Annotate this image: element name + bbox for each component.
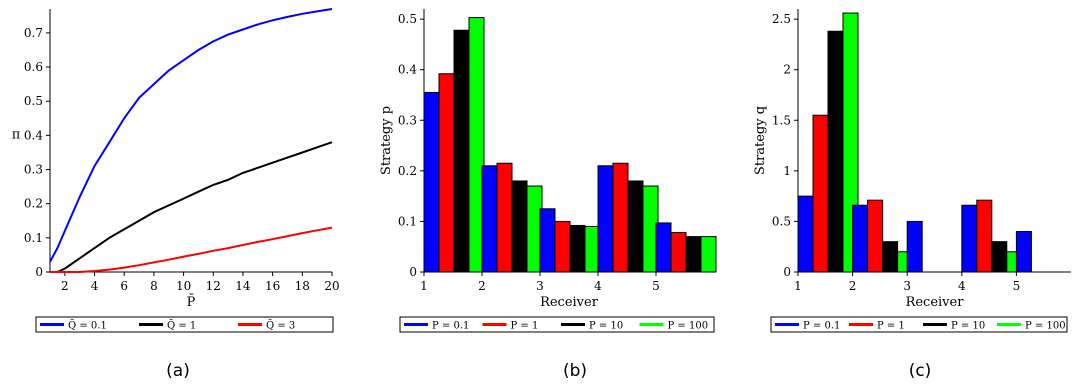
y-axis-label: π <box>12 128 21 143</box>
bar <box>1015 231 1032 273</box>
legend-label: P = 0.1 <box>803 321 840 332</box>
y-tick-label: 0.2 <box>24 197 43 211</box>
panel-caption: (b) <box>563 361 587 381</box>
bar <box>882 241 899 273</box>
y-tick-label: 1 <box>783 164 791 178</box>
bar <box>569 224 586 273</box>
x-axis-label: Receiver <box>906 295 965 310</box>
panel-b: 0 0.1 0.2 0.3 0.4 0.5 1 2 3 4 5 Receiver Strategy p P… <box>379 9 717 381</box>
x-tick-label: 20 <box>324 279 339 293</box>
legend-label: P = 1 <box>511 321 539 332</box>
x-axis-label: P̄ <box>187 294 196 310</box>
bar <box>468 17 485 273</box>
bar <box>554 220 571 273</box>
x-tick-label: 8 <box>150 279 158 293</box>
bar <box>612 162 629 273</box>
bar <box>453 29 470 273</box>
bar <box>700 236 717 273</box>
x-tick-label: 3 <box>903 279 911 293</box>
y-tick-label: 0.4 <box>398 63 417 77</box>
bar <box>867 199 884 273</box>
bar <box>511 180 528 273</box>
legend-box <box>770 316 1068 333</box>
bar <box>961 204 978 273</box>
x-tick-label: 3 <box>536 279 544 293</box>
legend-box <box>399 316 715 333</box>
series-line-1 <box>50 141 333 273</box>
bar <box>496 162 513 273</box>
bar <box>438 73 455 273</box>
legend-box <box>35 316 334 333</box>
series-line-0 <box>49 8 333 263</box>
x-tick-label: 4 <box>958 279 966 293</box>
series-line-2 <box>50 226 333 273</box>
bar <box>670 232 687 273</box>
bar <box>685 236 702 273</box>
y-tick-label: 0.1 <box>24 231 43 245</box>
legend-label: Q̄ = 3 <box>266 320 295 332</box>
y-tick-label: 2 <box>783 63 791 77</box>
y-tick-label: 0.1 <box>398 214 417 228</box>
legend-label: P = 10 <box>951 321 985 332</box>
panel-caption: (a) <box>166 361 190 381</box>
x-tick-label: 2 <box>61 279 69 293</box>
panel-c: 0 0.5 1 1.5 2 2.5 1 2 3 4 5 Receiver Strategy q P = 0… <box>753 9 1071 381</box>
x-tick-label: 4 <box>594 279 602 293</box>
bar <box>827 30 844 273</box>
y-tick-label: 0.7 <box>24 26 43 40</box>
bar <box>906 220 923 273</box>
legend-label: Q̄ = 1 <box>167 320 196 332</box>
x-tick-label: 5 <box>1013 279 1021 293</box>
bar <box>539 208 556 273</box>
y-tick-label: 0 <box>409 265 417 279</box>
x-axis-label: Receiver <box>540 295 599 310</box>
x-tick-label: 4 <box>91 279 99 293</box>
bar <box>423 91 440 273</box>
x-tick-label: 1 <box>420 279 428 293</box>
y-tick-label: 1.5 <box>772 113 791 127</box>
x-tick-label: 6 <box>120 279 128 293</box>
x-tick-label: 10 <box>176 279 191 293</box>
x-tick-label: 12 <box>206 279 221 293</box>
legend-label: P = 1 <box>877 321 905 332</box>
x-tick-label: 2 <box>849 279 857 293</box>
panel-a: 0 0.1 0.2 0.3 0.4 0.5 0.6 0.7 2 4 6 8 10 12 14 16 18 20 P̄… <box>12 8 340 381</box>
bar <box>627 180 644 273</box>
y-tick-label: 0.3 <box>24 163 43 177</box>
x-tick-label: 1 <box>794 279 802 293</box>
y-tick-label: 0.5 <box>772 214 791 228</box>
panel-caption: (c) <box>909 361 932 381</box>
legend-label: P = 100 <box>1025 321 1066 332</box>
x-tick-label: 2 <box>478 279 486 293</box>
y-tick-label: 0 <box>783 265 791 279</box>
y-tick-label: 0.4 <box>24 128 43 142</box>
legend-label: P = 10 <box>589 321 623 332</box>
bar <box>481 165 498 273</box>
y-tick-label: 0.5 <box>398 12 417 26</box>
bar <box>852 204 869 273</box>
x-tick-label: 14 <box>235 279 251 293</box>
y-axis-label: Strategy q <box>753 106 768 175</box>
legend-label: P = 100 <box>668 321 709 332</box>
x-tick-label: 5 <box>652 279 660 293</box>
y-tick-label: 0.3 <box>398 113 417 127</box>
y-axis-label: Strategy p <box>379 106 394 175</box>
bar <box>797 195 814 273</box>
x-tick-label: 16 <box>265 279 280 293</box>
bar <box>812 114 829 273</box>
y-tick-label: 0.5 <box>24 94 43 108</box>
y-tick-label: 0 <box>35 265 43 279</box>
y-tick-label: 0.2 <box>398 164 417 178</box>
bar <box>976 199 993 273</box>
x-tick-label: 18 <box>295 279 310 293</box>
y-tick-label: 0.6 <box>24 60 43 74</box>
bar <box>991 241 1008 273</box>
bar <box>655 222 672 273</box>
legend-label: Q̄ = 0.1 <box>68 320 107 332</box>
bar <box>597 165 614 273</box>
legend-label: P = 0.1 <box>432 321 469 332</box>
y-tick-label: 2.5 <box>772 12 791 26</box>
